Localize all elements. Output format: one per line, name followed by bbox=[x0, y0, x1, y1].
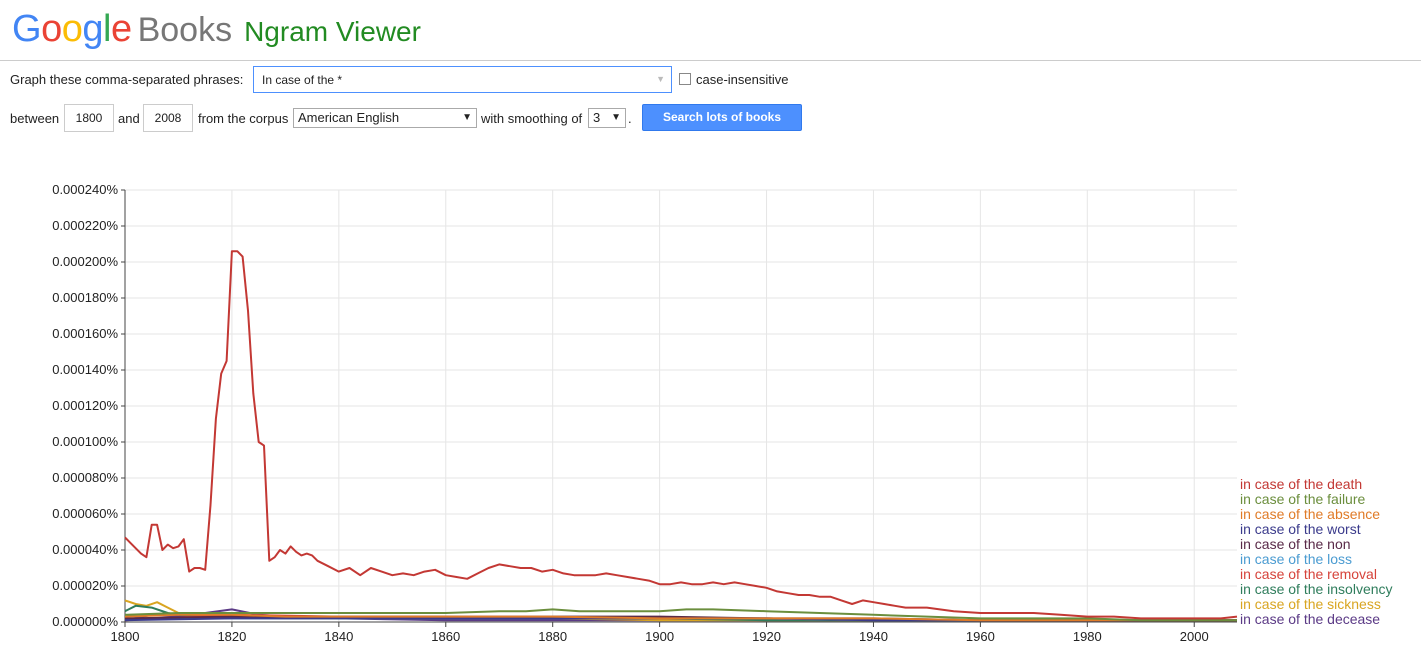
x-tick-label: 1880 bbox=[538, 629, 567, 644]
y-tick-label: 0.000160% bbox=[52, 326, 118, 341]
search-button[interactable]: Search lots of books bbox=[642, 104, 802, 131]
y-tick-label: 0.000240% bbox=[52, 182, 118, 197]
google-letter: l bbox=[102, 8, 111, 50]
series-line bbox=[124, 613, 1237, 622]
header-divider bbox=[0, 60, 1421, 61]
google-letter: G bbox=[12, 8, 42, 50]
period-text: . bbox=[628, 111, 632, 126]
google-letter: o bbox=[41, 8, 62, 50]
legend-entry: in case of the sickness bbox=[1240, 596, 1381, 612]
legend-entry: in case of the failure bbox=[1240, 491, 1366, 507]
y-tick-label: 0.000060% bbox=[52, 506, 118, 521]
phrases-label: Graph these comma-separated phrases: bbox=[10, 72, 244, 87]
smoothing-label: with smoothing of bbox=[481, 111, 583, 126]
corpus-arrow-icon: ▼ bbox=[462, 112, 472, 123]
legend-entry: in case of the death bbox=[1240, 476, 1362, 492]
y-tick-label: 0.000180% bbox=[52, 290, 118, 305]
ngram-viewer-title: Ngram Viewer bbox=[244, 16, 421, 47]
legend-entry: in case of the absence bbox=[1240, 506, 1380, 522]
x-tick-label: 1900 bbox=[645, 629, 674, 644]
corpus-label: from the corpus bbox=[198, 111, 289, 126]
corpus-select-value: American English bbox=[298, 110, 400, 125]
x-tick-label: 1820 bbox=[217, 629, 246, 644]
y-tick-label: 0.000220% bbox=[52, 218, 118, 233]
x-tick-label: 1940 bbox=[859, 629, 888, 644]
google-letter: e bbox=[110, 8, 132, 50]
legend-entry: in case of the removal bbox=[1240, 566, 1377, 582]
series-line bbox=[124, 608, 1237, 622]
smoothing-select[interactable]: 3 ▼ bbox=[588, 108, 626, 128]
smoothing-select-value: 3 bbox=[593, 110, 601, 125]
legend-entry: in case of the non bbox=[1240, 536, 1351, 552]
x-tick-label: 1800 bbox=[111, 629, 140, 644]
phrase-input[interactable]: In case of the * ▼ bbox=[253, 66, 672, 93]
corpus-select[interactable]: American English ▼ bbox=[293, 108, 477, 128]
case-insensitive-label[interactable]: case-insensitive bbox=[696, 72, 789, 87]
y-tick-label: 0.000100% bbox=[52, 434, 118, 449]
smoothing-arrow-icon: ▼ bbox=[611, 112, 621, 123]
start-year-input[interactable]: 1800 bbox=[64, 104, 114, 132]
y-tick-label: 0.000000% bbox=[52, 614, 118, 629]
y-tick-label: 0.000040% bbox=[52, 542, 118, 557]
x-tick-label: 2000 bbox=[1180, 629, 1209, 644]
phrase-input-value: In case of the * bbox=[262, 73, 343, 87]
y-tick-label: 0.000200% bbox=[52, 254, 118, 269]
y-tick-label: 0.000140% bbox=[52, 362, 118, 377]
legend-entry: in case of the worst bbox=[1240, 521, 1361, 537]
dropdown-arrow-icon[interactable]: ▼ bbox=[656, 74, 665, 84]
legend-entry: in case of the loss bbox=[1240, 551, 1352, 567]
case-insensitive-checkbox[interactable] bbox=[679, 73, 691, 85]
google-books-logo[interactable]: Google Books Ngram Viewer bbox=[12, 8, 421, 54]
and-label: and bbox=[118, 111, 140, 126]
google-letter: g bbox=[82, 8, 103, 50]
books-wordmark: Books bbox=[137, 11, 233, 49]
y-tick-label: 0.000080% bbox=[52, 470, 118, 485]
y-tick-label: 0.000120% bbox=[52, 398, 118, 413]
between-label: between bbox=[10, 111, 60, 126]
x-tick-label: 1960 bbox=[966, 629, 995, 644]
series-line bbox=[124, 250, 1238, 620]
x-tick-label: 1860 bbox=[431, 629, 460, 644]
x-tick-label: 1840 bbox=[324, 629, 353, 644]
x-tick-label: 1920 bbox=[752, 629, 781, 644]
x-tick-label: 1980 bbox=[1073, 629, 1102, 644]
end-year-input[interactable]: 2008 bbox=[143, 104, 193, 132]
google-wordmark: Google bbox=[12, 8, 132, 50]
legend-entry: in case of the insolvency bbox=[1240, 581, 1393, 597]
legend-entry: in case of the decease bbox=[1240, 611, 1380, 627]
y-tick-label: 0.000020% bbox=[52, 578, 118, 593]
google-letter: o bbox=[61, 8, 83, 50]
